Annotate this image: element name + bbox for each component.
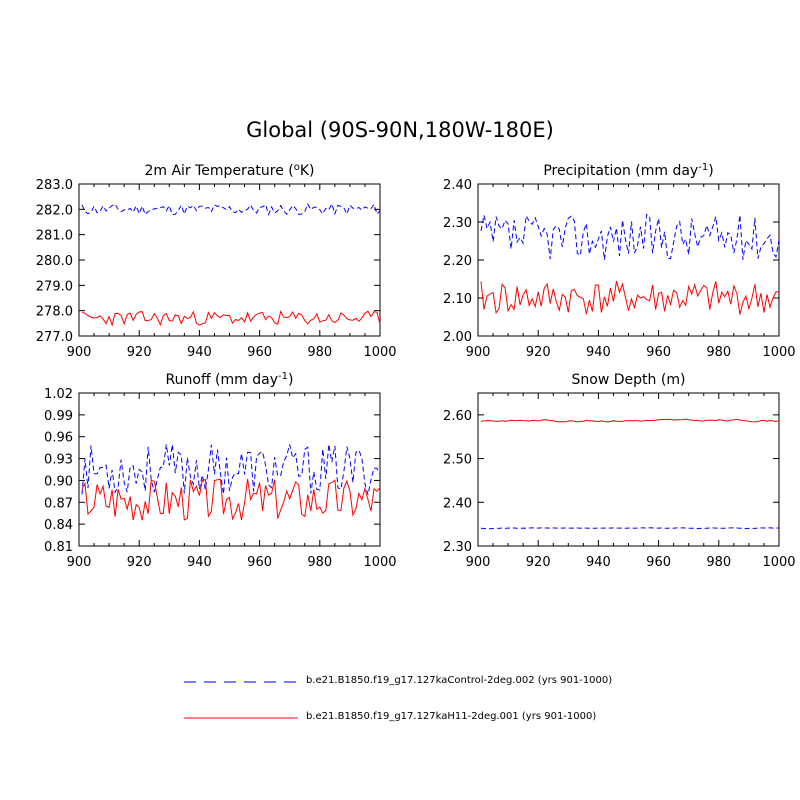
series-line-control <box>480 213 780 260</box>
x-tick-label: 920 <box>526 345 551 360</box>
legend-label-h11: b.e21.B1850.f19_g17.127kaH11-2deg.001 (y… <box>306 711 597 722</box>
plot-frame <box>78 392 381 547</box>
x-tick-label: 1000 <box>762 345 795 360</box>
y-tick-label: 0.93 <box>44 453 73 468</box>
panel-title: Snow Depth (m) <box>572 372 686 388</box>
x-tick-label: 900 <box>466 345 491 360</box>
series-line-control <box>480 527 780 530</box>
y-tick-label: 2.40 <box>443 178 472 193</box>
x-tick-label: 920 <box>127 345 152 360</box>
panel-3: Runoff (mm day-1) 900 920 940 960 980 1000 0.81… <box>44 371 397 570</box>
y-tick-label: 277.0 <box>36 330 73 345</box>
y-tick-label: 280.0 <box>36 254 73 269</box>
series-line-control <box>81 202 381 217</box>
x-tick-label: 980 <box>706 555 731 570</box>
series-line-control <box>81 444 381 495</box>
panel-1: 2m Air Temperature (oK) 900 920 940 960 980 10… <box>36 162 397 360</box>
x-tick-label: 900 <box>67 555 92 570</box>
y-tick-label: 2.20 <box>443 254 472 269</box>
plot-frame <box>477 183 780 337</box>
y-tick-label: 0.90 <box>44 474 73 489</box>
y-tick-label: 2.60 <box>443 409 472 424</box>
panel-2: Precipitation (mm day-1) 900 920 940 960 980 1… <box>443 162 796 360</box>
y-tick-label: 278.0 <box>36 305 73 320</box>
x-tick-label: 960 <box>247 555 272 570</box>
y-tick-label: 1.02 <box>44 387 73 402</box>
panel-4: Snow Depth (m) 900 920 940 960 980 1000 2.30 2.4… <box>443 372 796 570</box>
series-line-h11 <box>480 418 780 423</box>
x-tick-label: 940 <box>586 345 611 360</box>
x-tick-label: 900 <box>67 345 92 360</box>
x-tick-label: 940 <box>187 345 212 360</box>
figure-title: Global (90S-90N,180W-180E) <box>246 118 554 142</box>
y-tick-label: 2.30 <box>443 540 472 555</box>
plot-frame <box>477 392 780 547</box>
panel-title: Runoff (mm day-1) <box>166 371 294 388</box>
panel-title: 2m Air Temperature (oK) <box>144 162 314 179</box>
y-tick-label: 2.00 <box>443 330 472 345</box>
y-tick-label: 2.50 <box>443 453 472 468</box>
x-tick-label: 960 <box>247 345 272 360</box>
x-tick-label: 1000 <box>363 555 396 570</box>
x-tick-label: 1000 <box>762 555 795 570</box>
y-tick-label: 0.99 <box>44 409 73 424</box>
panel-title: Precipitation (mm day-1) <box>543 162 713 179</box>
y-tick-label: 0.84 <box>44 518 73 533</box>
y-tick-label: 2.10 <box>443 292 472 307</box>
series-line-h11 <box>81 309 381 327</box>
x-tick-label: 940 <box>187 555 212 570</box>
x-tick-label: 940 <box>586 555 611 570</box>
legend-label-control: b.e21.B1850.f19_g17.127kaControl-2deg.00… <box>306 675 613 686</box>
y-tick-label: 0.96 <box>44 431 73 446</box>
y-tick-label: 279.0 <box>36 279 73 294</box>
y-tick-label: 0.87 <box>44 496 73 511</box>
y-tick-label: 2.40 <box>443 496 472 511</box>
x-tick-label: 1000 <box>363 345 396 360</box>
series-line-h11 <box>480 280 779 315</box>
x-tick-label: 980 <box>706 345 731 360</box>
x-tick-label: 960 <box>646 345 671 360</box>
x-tick-label: 980 <box>307 345 332 360</box>
y-tick-label: 283.0 <box>36 178 73 193</box>
x-tick-label: 980 <box>307 555 332 570</box>
y-tick-label: 2.30 <box>443 216 472 231</box>
y-tick-label: 282.0 <box>36 203 73 218</box>
series-line-h11 <box>81 478 381 521</box>
x-tick-label: 920 <box>127 555 152 570</box>
x-tick-label: 920 <box>526 555 551 570</box>
y-tick-label: 281.0 <box>36 229 73 244</box>
x-tick-label: 900 <box>466 555 491 570</box>
x-tick-label: 960 <box>646 555 671 570</box>
y-tick-label: 0.81 <box>44 540 73 555</box>
